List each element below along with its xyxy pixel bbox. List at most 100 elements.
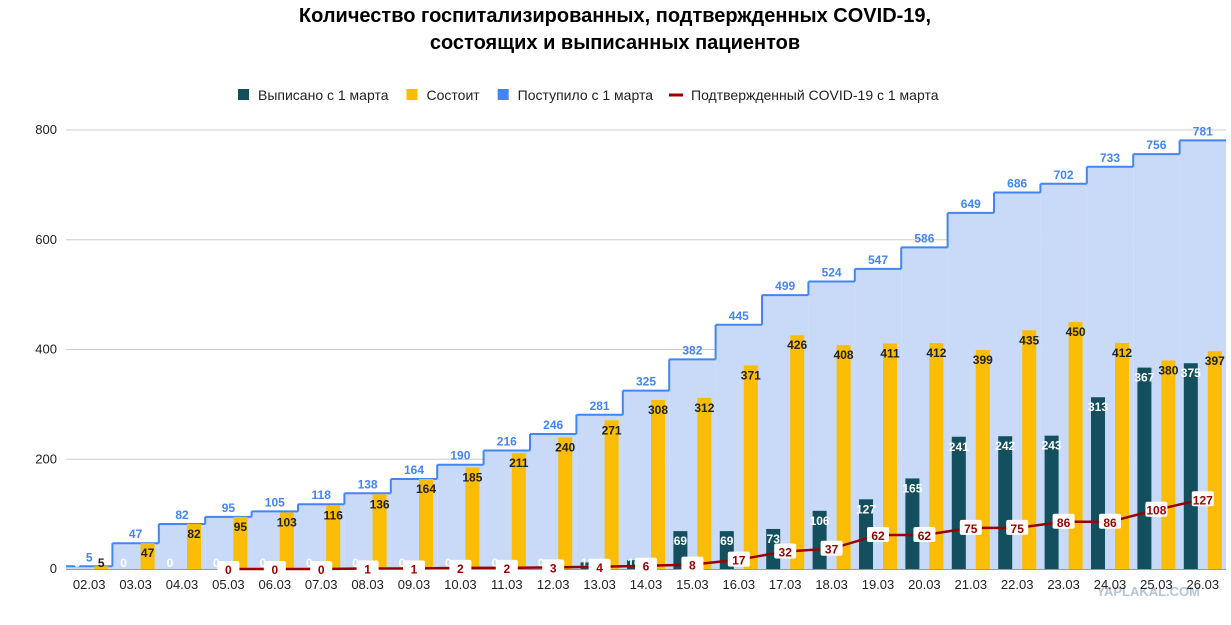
value-label: 136: [370, 497, 390, 511]
bar: [465, 467, 480, 569]
value-label-bg: [495, 559, 518, 575]
value-label-bg: [217, 561, 240, 576]
legend-label: Выписано с 1 марта: [258, 87, 389, 103]
value-label: 75: [964, 522, 978, 536]
bar: [419, 479, 433, 569]
x-tick-label: 06.03: [259, 577, 292, 592]
value-label: 686: [1007, 177, 1027, 191]
x-tick-label: 08.03: [351, 577, 384, 592]
value-label: 32: [779, 545, 793, 559]
bar: [905, 478, 920, 569]
value-label: 524: [822, 265, 842, 279]
value-label: 6: [643, 560, 650, 574]
bar: [1068, 322, 1083, 569]
bar: [1207, 351, 1222, 569]
x-tick-label: 18.03: [815, 577, 848, 592]
value-label: 281: [590, 399, 610, 413]
area-step: [66, 566, 113, 569]
value-label: 190: [450, 449, 470, 463]
value-label: 0: [318, 563, 325, 577]
bar: [766, 528, 781, 569]
value-label: 450: [1066, 325, 1086, 339]
value-label: 240: [555, 440, 575, 454]
bar: [1183, 363, 1198, 569]
watermark: YAPLAKAL.COM: [1096, 584, 1200, 599]
value-label: 547: [868, 253, 888, 267]
bar: [743, 365, 758, 569]
value-label: 733: [1100, 151, 1120, 165]
value-label-bg: [820, 540, 843, 556]
bar: [929, 342, 944, 569]
value-label: 86: [1103, 516, 1117, 530]
value-label: 185: [462, 470, 482, 484]
x-tick-label: 03.03: [119, 577, 152, 592]
legend-item: Состоит: [406, 87, 481, 103]
x-tick-label: 09.03: [398, 577, 431, 592]
bar: [1091, 397, 1105, 569]
x-tick-label: 15.03: [676, 577, 709, 592]
chart-title: Количество госпитализированных, подтверж…: [299, 5, 931, 27]
value-label: 367: [1134, 371, 1154, 385]
x-tick-label: 14.03: [630, 577, 663, 592]
x-tick-label: 10.03: [444, 577, 477, 592]
bar: [1022, 330, 1037, 569]
value-label: 243: [1042, 439, 1062, 453]
value-label: 75: [1011, 522, 1025, 536]
value-label: 108: [1146, 504, 1166, 518]
legend-item: Поступило с 1 марта: [497, 87, 653, 103]
value-label-bg: [588, 558, 611, 574]
value-label-bg: [727, 551, 750, 567]
bar: [697, 397, 712, 569]
value-label: 308: [648, 403, 668, 417]
x-tick-label: 21.03: [955, 577, 988, 592]
y-tick-label: 800: [35, 122, 57, 137]
value-label: 8: [689, 559, 696, 573]
legend-item: Выписано с 1 марта: [238, 87, 389, 103]
value-label: 17: [732, 554, 746, 568]
value-label: 426: [787, 338, 807, 352]
value-label-bg: [403, 560, 425, 576]
bar: [1044, 435, 1059, 569]
legend-swatch: [238, 89, 249, 100]
x-tick-label: 02.03: [73, 577, 106, 592]
value-label: 216: [497, 434, 517, 448]
value-label: 5: [98, 556, 105, 570]
legend-label: Состоит: [427, 87, 481, 103]
x-tick-label: 11.03: [491, 577, 523, 592]
value-label: 118: [312, 488, 332, 502]
value-label: 649: [961, 197, 981, 211]
bar: [187, 524, 201, 569]
value-label: 325: [636, 375, 656, 389]
x-tick-label: 13.03: [583, 577, 616, 592]
value-label: 37: [825, 543, 839, 557]
value-label: 0: [259, 556, 266, 570]
bar: [511, 453, 526, 569]
value-label-bg: [310, 561, 333, 576]
value-label-bg: [1191, 491, 1214, 507]
value-label: 47: [141, 546, 155, 560]
bar: [279, 512, 294, 569]
value-label-bg: [263, 561, 286, 576]
value-label-bg: [1052, 513, 1075, 529]
value-label-bg: [959, 519, 982, 535]
value-label: 211: [509, 456, 529, 470]
bar: [975, 350, 990, 569]
bar: [790, 335, 805, 569]
value-label-bg: [1006, 519, 1029, 535]
bar: [883, 343, 897, 569]
value-label: 0: [306, 556, 313, 570]
value-label: 781: [1193, 124, 1213, 138]
x-tick-label: 19.03: [862, 577, 895, 592]
x-tick-label: 17.03: [769, 577, 802, 592]
value-label: 0: [491, 556, 498, 570]
value-label: 586: [914, 231, 934, 245]
bar: [558, 437, 573, 569]
value-label: 382: [682, 343, 702, 357]
value-label: 47: [129, 527, 143, 541]
value-label-bg: [867, 526, 889, 542]
value-label: 165: [902, 481, 922, 495]
value-label-bg: [356, 560, 379, 576]
value-label: 116: [324, 508, 344, 522]
x-tick-label: 22.03: [1001, 577, 1034, 592]
